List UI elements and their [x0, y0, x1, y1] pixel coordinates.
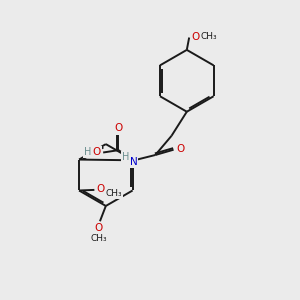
Text: O: O: [93, 147, 101, 157]
Text: CH₃: CH₃: [90, 234, 107, 243]
Text: O: O: [114, 123, 123, 134]
Text: H: H: [122, 152, 130, 162]
Text: CH₃: CH₃: [106, 189, 122, 198]
Text: H: H: [84, 147, 92, 157]
Text: O: O: [94, 223, 103, 233]
Text: O: O: [176, 144, 184, 154]
Text: CH₃: CH₃: [201, 32, 217, 41]
Text: O: O: [191, 32, 200, 42]
Text: O: O: [97, 184, 105, 194]
Text: N: N: [130, 157, 137, 167]
